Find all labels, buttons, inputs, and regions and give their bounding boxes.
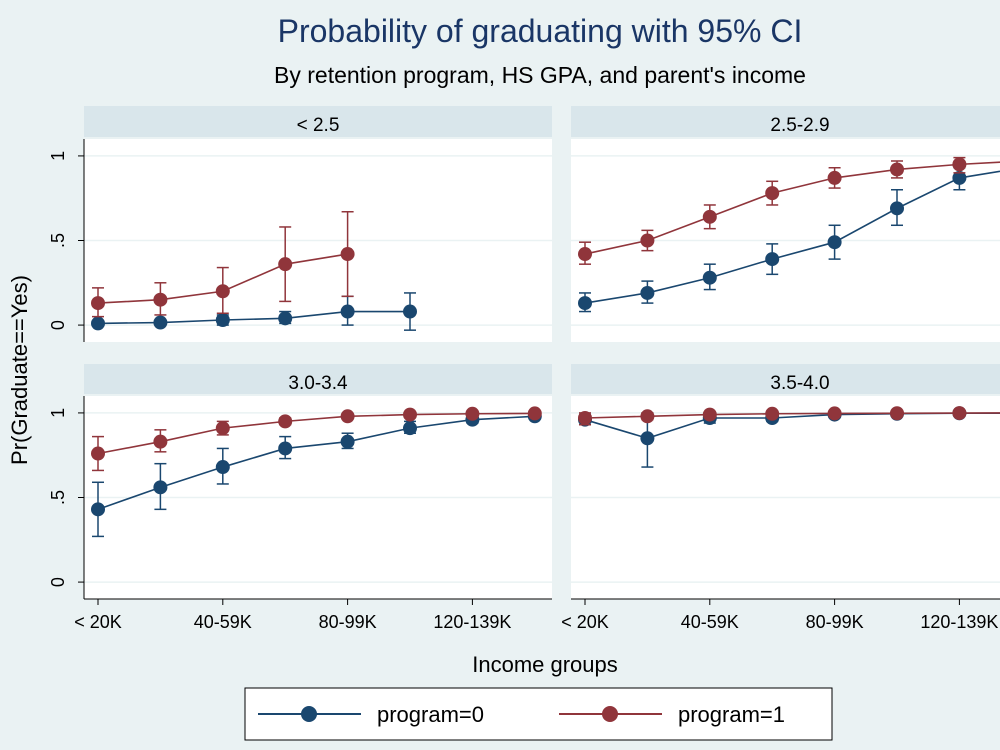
series-line bbox=[584, 161, 1000, 255]
data-point bbox=[527, 406, 542, 421]
data-point bbox=[765, 186, 780, 201]
data-point bbox=[91, 502, 105, 517]
x-tick-label: 80-99K bbox=[319, 612, 377, 632]
series-line bbox=[97, 415, 535, 511]
data-point bbox=[890, 162, 904, 177]
data-point bbox=[640, 285, 655, 300]
data-point bbox=[465, 406, 480, 421]
data-point bbox=[215, 284, 230, 299]
series-program-1 bbox=[578, 406, 1000, 426]
data-point bbox=[890, 406, 904, 421]
y-axis-title: Pr(Graduate==Yes) bbox=[7, 275, 32, 465]
x-tick-label: 120-139K bbox=[433, 612, 511, 632]
y-tick-label: .5 bbox=[48, 490, 68, 505]
data-point bbox=[702, 407, 717, 422]
data-point bbox=[340, 434, 355, 449]
facet-panels: < 2.5 0 .5 1 2.5-2.9 3.0-3.4 0 .5 1 < 20K 40-59K 80… bbox=[48, 106, 1000, 632]
legend-label: program=0 bbox=[377, 702, 484, 727]
x-tick-label: < 20K bbox=[561, 612, 609, 632]
data-point bbox=[278, 257, 293, 272]
data-point bbox=[215, 421, 230, 436]
data-point bbox=[578, 296, 592, 311]
data-point bbox=[278, 311, 293, 326]
panel-3: 3.0-3.4 0 .5 1 < 20K 40-59K 80-99K 120-139K bbox=[48, 364, 552, 632]
data-point bbox=[952, 157, 967, 172]
data-point bbox=[278, 414, 293, 429]
legend-label: program=1 bbox=[678, 702, 785, 727]
x-tick-label: 40-59K bbox=[681, 612, 739, 632]
data-point bbox=[578, 410, 592, 425]
panel-strip-label: 2.5-2.9 bbox=[770, 115, 829, 136]
data-point bbox=[91, 316, 105, 331]
panel-2: 2.5-2.9 bbox=[571, 106, 1000, 342]
chart-subtitle: By retention program, HS GPA, and parent… bbox=[274, 62, 806, 88]
data-point bbox=[765, 406, 780, 421]
data-point bbox=[153, 480, 168, 495]
data-point bbox=[640, 431, 655, 446]
series-line bbox=[584, 412, 1000, 419]
panel-strip bbox=[84, 106, 552, 137]
data-point bbox=[827, 235, 842, 250]
panel-strip bbox=[571, 364, 1000, 394]
legend: program=0 program=1 bbox=[244, 687, 833, 741]
data-point bbox=[827, 170, 842, 185]
y-tick-label: 0 bbox=[48, 320, 68, 330]
legend-marker bbox=[301, 706, 317, 722]
series-line bbox=[97, 412, 535, 455]
data-point bbox=[278, 441, 293, 456]
y-tick-label: 1 bbox=[48, 151, 68, 161]
data-point bbox=[640, 233, 655, 248]
series-program-1 bbox=[91, 406, 542, 472]
x-axis-title: Income groups bbox=[472, 652, 618, 677]
data-point bbox=[91, 446, 105, 461]
data-point bbox=[403, 304, 417, 319]
data-point bbox=[91, 296, 105, 311]
data-point bbox=[952, 170, 967, 185]
legend-item-program-1: program=1 bbox=[559, 702, 785, 727]
data-point bbox=[153, 315, 168, 330]
series-program-0 bbox=[578, 167, 1000, 313]
panel-strip-label: 3.5-4.0 bbox=[770, 373, 829, 394]
data-point bbox=[215, 460, 230, 475]
series-line bbox=[584, 170, 1000, 304]
x-tick-label: 80-99K bbox=[806, 612, 864, 632]
series-program-1 bbox=[91, 210, 355, 318]
panel-strip-label: < 2.5 bbox=[297, 115, 340, 136]
series-program-1 bbox=[578, 156, 1000, 265]
data-point bbox=[340, 304, 355, 319]
series-program-0 bbox=[91, 292, 417, 331]
data-point bbox=[640, 409, 655, 424]
legend-items: program=0 program=1 bbox=[258, 702, 785, 727]
data-point bbox=[765, 252, 780, 267]
data-point bbox=[403, 421, 417, 436]
data-point bbox=[578, 247, 592, 262]
series-line bbox=[97, 310, 410, 325]
panel-4: 3.5-4.0 < 20K 40-59K 80-99K 120-139K bbox=[561, 364, 1000, 632]
data-point bbox=[890, 201, 904, 216]
data-point bbox=[702, 209, 717, 224]
x-tick-label: 40-59K bbox=[194, 612, 252, 632]
data-point bbox=[215, 313, 230, 328]
x-tick-label: < 20K bbox=[74, 612, 122, 632]
y-tick-label: 0 bbox=[48, 577, 68, 587]
data-point bbox=[827, 406, 842, 421]
panel-strip-label: 3.0-3.4 bbox=[288, 373, 348, 394]
panel-strip bbox=[84, 364, 552, 394]
y-tick-label: 1 bbox=[48, 408, 68, 418]
chart-title: Probability of graduating with 95% CI bbox=[278, 13, 803, 49]
panel-strip bbox=[571, 106, 1000, 137]
data-point bbox=[340, 409, 355, 424]
legend-item-program-0: program=0 bbox=[258, 702, 484, 727]
data-point bbox=[340, 247, 355, 262]
y-tick-label: .5 bbox=[48, 233, 68, 248]
data-point bbox=[403, 407, 417, 422]
data-point bbox=[952, 406, 967, 421]
data-point bbox=[153, 434, 168, 449]
legend-marker bbox=[602, 706, 618, 722]
data-point bbox=[702, 270, 717, 285]
panel-1: < 2.5 0 .5 1 bbox=[48, 106, 552, 342]
data-point bbox=[153, 292, 168, 307]
x-tick-label: 120-139K bbox=[920, 612, 998, 632]
